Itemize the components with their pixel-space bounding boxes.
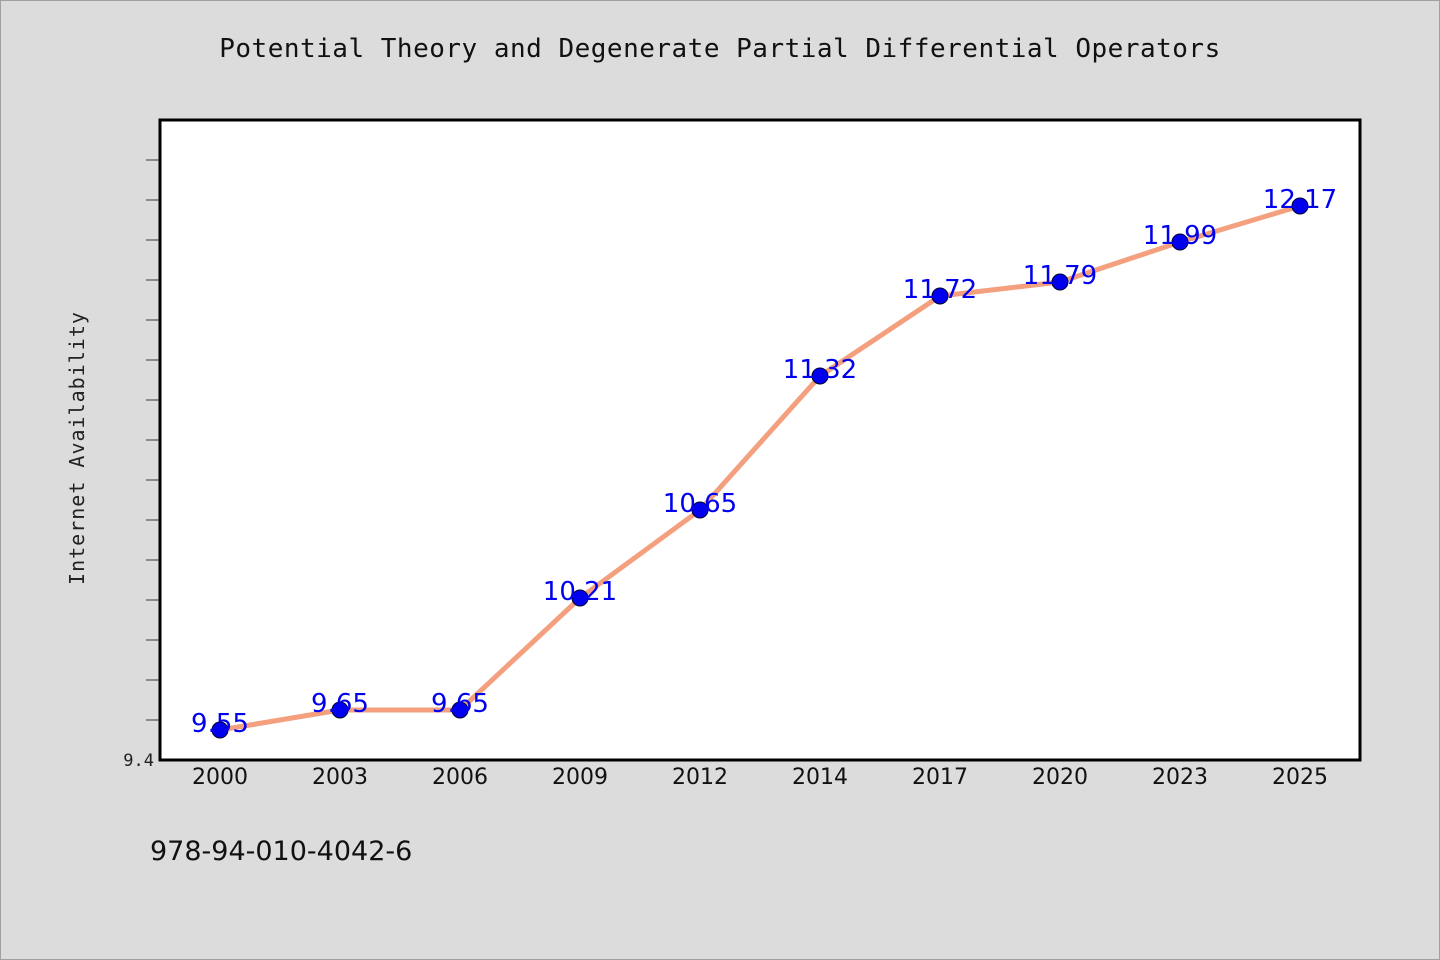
x-tick-label: 2006 (432, 765, 488, 790)
data-label: 11.79 (1023, 261, 1097, 291)
x-tick-label: 2023 (1152, 765, 1208, 790)
x-tick-label: 2014 (792, 765, 848, 790)
isbn-text: 978-94-010-4042-6 (150, 836, 413, 867)
x-tick-label: 2025 (1272, 765, 1328, 790)
data-label: 11.99 (1143, 221, 1217, 251)
y-tick-label: 9.4 (123, 751, 154, 771)
data-point (451, 701, 469, 719)
data-label: 9.65 (311, 689, 369, 719)
data-labels: 9.55 9.65 9.65 10.21 10.65 11.32 11.72 11.79 11.… (191, 185, 1337, 739)
data-point (1291, 197, 1309, 215)
x-tick-label: 2009 (552, 765, 608, 790)
data-point (331, 701, 349, 719)
y-ticks: 9.4 (123, 159, 159, 771)
data-point (211, 721, 229, 739)
data-label: 10.65 (663, 489, 737, 519)
x-ticks: 2000 2003 2006 2009 2012 2014 2017 2020 2023 2025 (192, 765, 1328, 790)
series-group (211, 197, 1309, 739)
data-label: 10.21 (543, 577, 617, 607)
x-tick-label: 2017 (912, 765, 968, 790)
x-tick-label: 2003 (312, 765, 368, 790)
x-tick-label: 2012 (672, 765, 728, 790)
data-label: 12.17 (1263, 185, 1337, 215)
x-tick-label: 2000 (192, 765, 248, 790)
data-label: 11.72 (903, 275, 977, 305)
data-point (811, 367, 829, 385)
data-point (1051, 273, 1069, 291)
data-point (1171, 233, 1189, 251)
data-label: 9.65 (431, 689, 489, 719)
x-tick-label: 2020 (1032, 765, 1088, 790)
data-point (571, 589, 589, 607)
chart-title: Potential Theory and Degenerate Partial … (219, 34, 1221, 64)
data-label: 11.32 (783, 355, 857, 385)
data-point (931, 287, 949, 305)
data-point (691, 501, 709, 519)
data-label: 9.55 (191, 709, 249, 739)
series-line (217, 203, 1303, 733)
